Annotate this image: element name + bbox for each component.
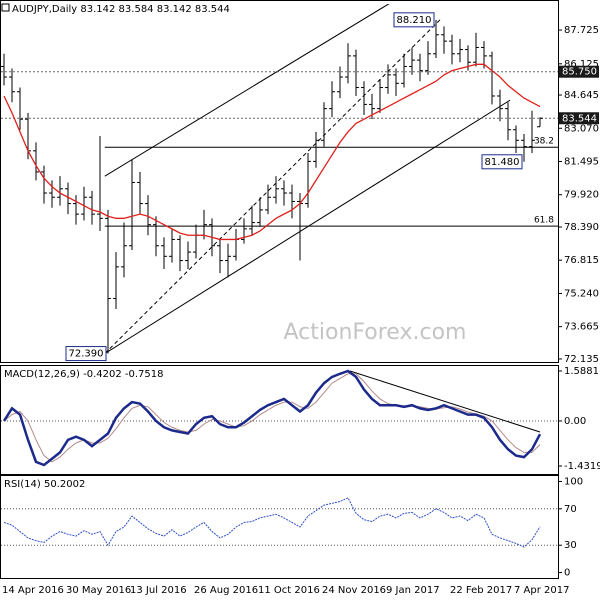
price-box-label: 85.750 bbox=[562, 67, 597, 78]
y-tick-label: 87.725 bbox=[564, 25, 599, 36]
chart-title: AUDJPY,Daily 83.142 83.584 83.142 83.544 bbox=[12, 4, 230, 15]
y-tick-label: 70 bbox=[564, 504, 577, 515]
fib-label: 38.2 bbox=[534, 137, 554, 147]
fib-label: 61.8 bbox=[534, 216, 554, 226]
rsi-panel bbox=[0, 475, 559, 579]
trendline bbox=[349, 370, 541, 433]
y-tick-label: 73.665 bbox=[564, 322, 599, 333]
x-tick-label: 22 Feb 2017 bbox=[450, 585, 512, 596]
y-tick-label: 81.495 bbox=[564, 156, 599, 167]
price-panel bbox=[0, 0, 559, 363]
y-tick-label: 100 bbox=[564, 476, 583, 487]
moving-average bbox=[3, 63, 541, 241]
y-tick-label: 84.645 bbox=[564, 90, 599, 101]
macd-title: MACD(12,26,9) -0.4202 -0.7518 bbox=[4, 369, 164, 380]
y-tick-label: 86.125 bbox=[564, 59, 599, 70]
y-tick-label: 30 bbox=[564, 540, 577, 551]
x-tick-label: 13 Jul 2016 bbox=[130, 585, 187, 596]
x-tick-label: 24 Nov 2016 bbox=[322, 585, 386, 596]
trendline bbox=[104, 99, 511, 354]
price-box bbox=[559, 65, 599, 78]
y-tick-label: 78.390 bbox=[564, 222, 599, 233]
x-tick-label: 9 Jan 2017 bbox=[386, 585, 440, 596]
y-tick-label: 1.5881 bbox=[564, 366, 599, 377]
y-tick-label: 75.240 bbox=[564, 288, 599, 299]
watermark: ActionForex.com bbox=[284, 320, 467, 345]
price-box-label: 83.544 bbox=[562, 113, 597, 124]
x-tick-label: 14 Apr 2016 bbox=[2, 585, 64, 596]
annotation-box bbox=[393, 12, 435, 28]
macd-line bbox=[2, 369, 542, 467]
annotation-label: 81.480 bbox=[485, 157, 520, 168]
annotation-label: 72.390 bbox=[69, 349, 104, 360]
macd-panel bbox=[0, 365, 559, 475]
y-tick-label: 72.135 bbox=[564, 354, 599, 365]
symbol-icon bbox=[1, 3, 10, 12]
rsi-line bbox=[3, 497, 541, 548]
y-tick-label: 76.815 bbox=[564, 255, 599, 266]
y-tick-label: 83.070 bbox=[564, 123, 599, 134]
annotation-box bbox=[481, 154, 523, 170]
annotation-box bbox=[65, 346, 107, 362]
y-tick-label: 0.00 bbox=[564, 416, 586, 427]
x-tick-label: 26 Aug 2016 bbox=[194, 585, 258, 596]
annotation-label: 88.210 bbox=[397, 15, 432, 26]
y-tick-label: 79.920 bbox=[564, 190, 599, 201]
rsi-title: RSI(14) 50.2002 bbox=[4, 479, 85, 490]
trendline bbox=[104, 19, 441, 354]
y-tick-label: 0 bbox=[564, 568, 570, 579]
price-box bbox=[559, 112, 599, 125]
y-tick-label: -1.4319 bbox=[564, 461, 600, 472]
x-tick-label: 30 May 2016 bbox=[66, 585, 131, 596]
x-tick-label: 11 Oct 2016 bbox=[258, 585, 320, 596]
x-tick-label: 7 Apr 2017 bbox=[514, 585, 569, 596]
